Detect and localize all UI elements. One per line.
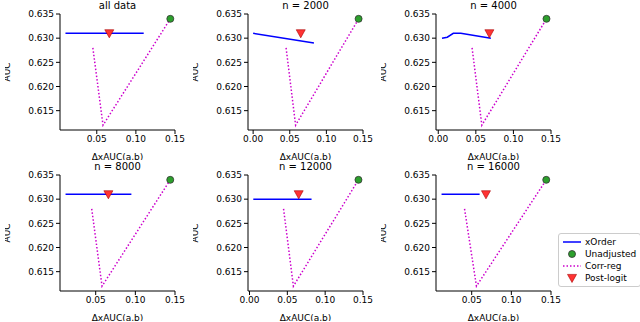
svg-text:0.615: 0.615: [28, 106, 54, 116]
svg-text:0.10: 0.10: [125, 295, 145, 305]
svg-text:0.615: 0.615: [404, 106, 430, 116]
svg-text:0.05: 0.05: [86, 295, 106, 305]
svg-text:0.00: 0.00: [239, 295, 259, 305]
svg-text:0.635: 0.635: [216, 9, 242, 19]
svg-text:0.625: 0.625: [28, 219, 54, 229]
svg-text:0.615: 0.615: [28, 267, 54, 277]
svg-text:ΔxAUC(a,b): ΔxAUC(a,b): [280, 313, 332, 321]
html-text:n = 2000: n = 2000: [282, 0, 329, 11]
svg-text:0.00: 0.00: [243, 134, 263, 144]
svg-text:AUC: AUC: [8, 223, 12, 242]
svg-text:0.10: 0.10: [501, 295, 521, 305]
svg-text:0.630: 0.630: [28, 194, 54, 204]
svg-text:0.630: 0.630: [404, 33, 430, 43]
html-text:n = 8000: n = 8000: [94, 161, 141, 172]
svg-text:0.630: 0.630: [216, 33, 242, 43]
svg-text:0.630: 0.630: [404, 194, 430, 204]
svg-text:AUC: AUC: [193, 62, 200, 81]
svg-text:0.10: 0.10: [316, 134, 336, 144]
svg-text:0.15: 0.15: [165, 295, 185, 305]
svg-text:0.620: 0.620: [216, 243, 242, 253]
svg-text:ΔxAUC(a,b): ΔxAUC(a,b): [92, 313, 144, 321]
svg-text:AUC: AUC: [193, 223, 200, 242]
html-text:n = 12000: n = 12000: [279, 161, 332, 172]
svg-text:ΔxAUC(a,b): ΔxAUC(a,b): [468, 152, 520, 160]
html-text:Post-logit: Post-logit: [585, 273, 627, 283]
svg-text:0.10: 0.10: [503, 134, 523, 144]
svg-text:0.05: 0.05: [280, 134, 300, 144]
svg-text:ΔxAUC(a,b): ΔxAUC(a,b): [92, 152, 144, 160]
svg-text:0.625: 0.625: [216, 58, 242, 68]
svg-text:0.620: 0.620: [404, 243, 430, 253]
svg-text:0.630: 0.630: [216, 194, 242, 204]
html-text:Corr-reg: Corr-reg: [585, 261, 622, 271]
svg-text:0.05: 0.05: [466, 134, 486, 144]
svg-text:AUC: AUC: [8, 62, 12, 81]
svg-text:0.635: 0.635: [404, 170, 430, 180]
svg-text:0.635: 0.635: [28, 170, 54, 180]
svg-text:0.05: 0.05: [277, 295, 297, 305]
svg-text:AUC: AUC: [381, 223, 388, 242]
svg-text:0.635: 0.635: [216, 170, 242, 180]
svg-text:0.620: 0.620: [28, 243, 54, 253]
svg-text:0.00: 0.00: [428, 134, 448, 144]
svg-text:0.625: 0.625: [216, 219, 242, 229]
svg-text:0.630: 0.630: [28, 33, 54, 43]
svg-text:AUC: AUC: [381, 62, 388, 81]
html-text:xOrder: xOrder: [585, 237, 616, 247]
svg-text:0.10: 0.10: [315, 295, 335, 305]
svg-text:0.625: 0.625: [404, 219, 430, 229]
html-text:Unadjusted: Unadjusted: [585, 249, 637, 259]
svg-text:ΔxAUC(a,b): ΔxAUC(a,b): [280, 152, 332, 160]
svg-text:0.620: 0.620: [28, 82, 54, 92]
svg-text:0.15: 0.15: [541, 134, 561, 144]
svg-text:0.635: 0.635: [28, 9, 54, 19]
svg-text:0.625: 0.625: [28, 58, 54, 68]
svg-text:0.15: 0.15: [353, 134, 373, 144]
svg-text:0.620: 0.620: [404, 82, 430, 92]
svg-text:0.05: 0.05: [462, 295, 482, 305]
svg-text:0.10: 0.10: [126, 134, 146, 144]
svg-text:0.15: 0.15: [353, 295, 373, 305]
html-text:all data: all data: [98, 0, 137, 11]
svg-text:0.15: 0.15: [541, 295, 561, 305]
svg-text:0.05: 0.05: [87, 134, 107, 144]
svg-text:0.635: 0.635: [404, 9, 430, 19]
svg-text:0.615: 0.615: [216, 106, 242, 116]
svg-text:ΔxAUC(a,b): ΔxAUC(a,b): [468, 313, 520, 321]
html-text:n = 4000: n = 4000: [470, 0, 517, 11]
svg-text:0.615: 0.615: [404, 267, 430, 277]
html-text:n = 16000: n = 16000: [467, 161, 520, 172]
svg-text:0.15: 0.15: [165, 134, 185, 144]
svg-text:0.620: 0.620: [216, 82, 242, 92]
svg-text:0.615: 0.615: [216, 267, 242, 277]
svg-text:0.625: 0.625: [404, 58, 430, 68]
